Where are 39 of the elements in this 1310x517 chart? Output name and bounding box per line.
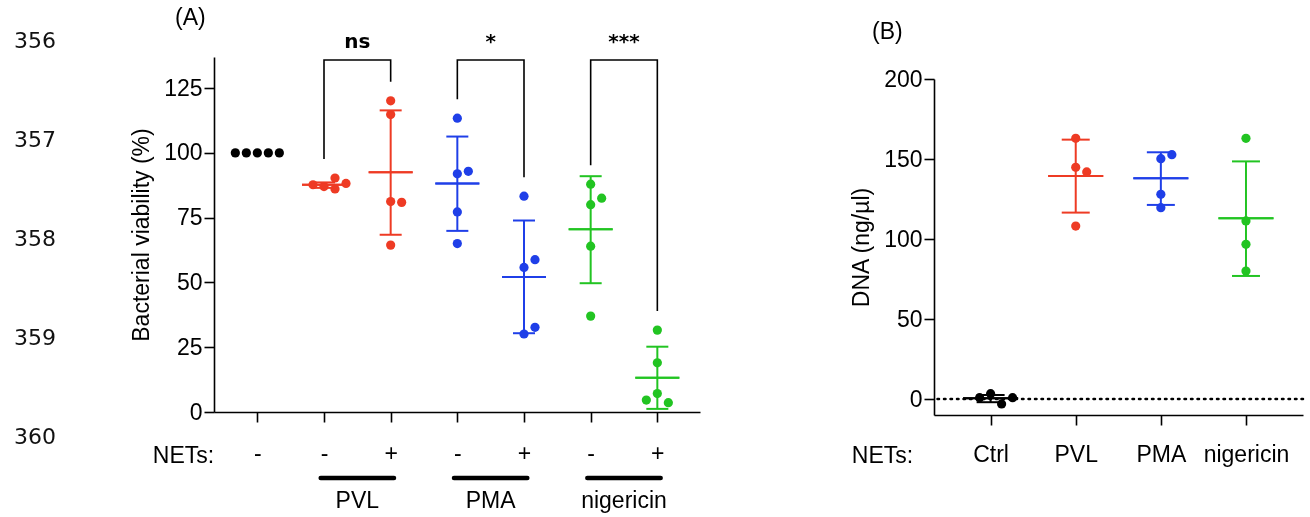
text: 360 [14, 424, 56, 449]
text: 356 [14, 28, 56, 53]
text: 359 [14, 325, 56, 350]
text: PVL [335, 487, 380, 513]
y-tick-label: 0 [909, 385, 923, 412]
x-tick-label: - [320, 439, 329, 466]
text: * [485, 29, 497, 53]
text: ns [344, 29, 371, 53]
y-tick-label: 25 [176, 333, 203, 360]
y-tick-label: 50 [176, 268, 203, 295]
y-tick-label: 150 [884, 145, 923, 172]
text: nigericin [581, 487, 667, 513]
y-tick-label: 100 [164, 139, 203, 166]
x-axis-title: NETs: [851, 441, 914, 468]
x-tick-label: Ctrl [973, 440, 1009, 467]
y-axis-title: DNA (ng/µl) [848, 187, 875, 308]
chart-title: (A) [175, 4, 206, 30]
text: PMA [465, 487, 517, 513]
x-tick-label: - [254, 439, 262, 466]
y-tick-label: 200 [884, 65, 923, 92]
x-tick-label: + [517, 439, 532, 466]
x-tick-label: - [454, 439, 462, 466]
y-tick-label: 50 [896, 305, 923, 332]
x-tick-label: + [384, 439, 398, 466]
x-tick-label: - [587, 439, 595, 466]
text: *** [608, 29, 641, 53]
text: 358 [14, 226, 56, 251]
y-tick-label: 75 [176, 204, 203, 231]
y-tick-label: 0 [189, 398, 203, 425]
y-tick-label: 125 [164, 74, 203, 101]
y-tick-label: 100 [884, 225, 923, 252]
x-axis-title: NETs: [152, 441, 215, 468]
x-tick-label: PVL [1054, 440, 1099, 467]
chart-title: (B) [872, 18, 903, 44]
x-tick-label: nigericin [1203, 440, 1290, 467]
y-axis-title: Bacterial viability (%) [128, 128, 155, 342]
text: 357 [14, 127, 56, 152]
x-tick-label: PMA [1136, 440, 1187, 467]
x-tick-label: + [651, 439, 665, 466]
